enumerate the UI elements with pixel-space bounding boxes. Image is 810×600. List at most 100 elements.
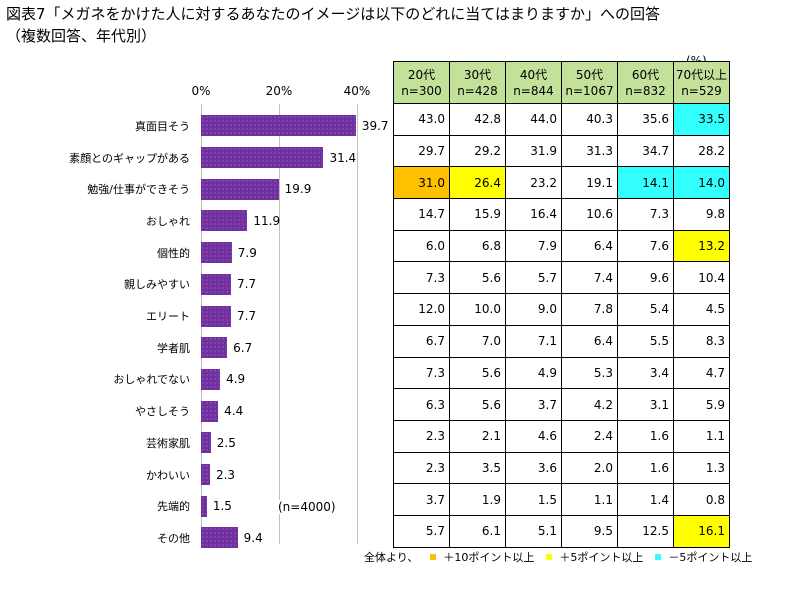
bar-value-label: 7.9	[237, 245, 257, 260]
legend-swatch	[546, 554, 553, 560]
table-cell: 3.6	[505, 451, 562, 485]
table-row: 7.3 5.6 4.9 5.3 3.4 4.7	[393, 356, 730, 390]
table-cell: 29.2	[449, 134, 506, 168]
bar-value-label: 9.4	[243, 530, 263, 545]
gridline	[357, 104, 358, 544]
bar-value-label: 4.9	[226, 372, 246, 387]
table-cell: 2.3	[393, 419, 450, 453]
table-cell: 7.3	[393, 356, 450, 390]
sample-size: n=844	[513, 83, 554, 98]
legend-label: ＋5ポイント以上	[559, 551, 644, 564]
sample-size: n=300	[401, 83, 442, 98]
bar	[201, 115, 356, 137]
category-label: 親しみやすい	[124, 278, 190, 292]
table-cell: 5.7	[393, 514, 450, 548]
table-cell: 3.1	[617, 388, 674, 421]
category-label: おしゃれでない	[113, 373, 190, 387]
table-cell: 31.9	[505, 134, 562, 168]
bar-value-label: 4.4	[224, 404, 244, 419]
table-cell: 5.4	[617, 293, 674, 326]
table-cell: 26.4	[449, 166, 506, 200]
sample-size: n=428	[457, 83, 498, 98]
bar	[201, 464, 210, 486]
table-cell: 28.2	[673, 134, 730, 168]
chart-subtitle: （複数回答、年代別）	[6, 27, 157, 45]
bar-value-label: 19.9	[284, 182, 312, 197]
table-cell: 4.9	[505, 356, 562, 390]
bar-value-label: 39.7	[361, 118, 389, 133]
table-cell: 14.1	[617, 166, 674, 200]
table-cell: 5.1	[505, 514, 562, 548]
table-cell: 4.5	[673, 293, 730, 326]
table-cell: 6.3	[393, 388, 450, 421]
bar-value-label: 1.5	[212, 499, 232, 514]
category-label: エリート	[146, 310, 190, 324]
table-cell: 12.0	[393, 293, 450, 326]
table-cell: 1.3	[673, 451, 730, 485]
table-cell: 15.9	[449, 198, 506, 231]
table-cell: 34.7	[617, 134, 674, 168]
table-cell: 7.0	[449, 324, 506, 358]
table-cell: 1.6	[617, 451, 674, 485]
table-cell: 6.0	[393, 229, 450, 263]
table-cell: 6.1	[449, 514, 506, 548]
table-cell: 3.7	[505, 388, 562, 421]
table-cell: 31.3	[561, 134, 618, 168]
bar	[201, 495, 207, 517]
bar	[201, 432, 211, 454]
age-group-label: 50代	[575, 67, 604, 82]
table-cell: 10.6	[561, 198, 618, 231]
category-label: やさしそう	[135, 405, 190, 419]
bar-value-label: 11.9	[253, 213, 281, 228]
table-cell: 2.0	[561, 451, 618, 485]
column-header: 50代 n=1067	[561, 61, 618, 104]
table-cell: 1.9	[449, 483, 506, 516]
bar	[201, 305, 232, 327]
column-header: 40代 n=844	[505, 61, 562, 104]
table-cell: 2.3	[393, 451, 450, 485]
table-cell: 10.0	[449, 293, 506, 326]
legend: 全体より、 ＋10ポイント以上 ＋5ポイント以上 －5ポイント以上	[364, 549, 752, 565]
table-cell: 2.1	[449, 419, 506, 453]
table-cell: 9.8	[673, 198, 730, 231]
table-cell: 14.7	[393, 198, 450, 231]
sample-size-label: (n=4000)	[276, 500, 338, 514]
table-cell: 1.1	[561, 483, 618, 516]
category-label: 個性的	[157, 246, 190, 260]
x-tick-label: 40%	[343, 84, 371, 98]
legend-label: －5ポイント以上	[668, 551, 753, 564]
table-cell: 1.6	[617, 419, 674, 453]
sample-size: n=832	[625, 83, 666, 98]
table-cell: 44.0	[505, 103, 562, 136]
table-cell: 6.8	[449, 229, 506, 263]
table-row: 3.7 1.9 1.5 1.1 1.4 0.8	[393, 483, 730, 516]
bar	[201, 368, 221, 390]
column-header: 30代 n=428	[449, 61, 506, 104]
legend-swatch	[655, 554, 662, 560]
bar	[201, 400, 219, 422]
table-row: 6.7 7.0 7.1 6.4 5.5 8.3	[393, 324, 730, 358]
table-cell: 13.2	[673, 229, 730, 263]
table-cell: 9.5	[561, 514, 618, 548]
table-cell: 4.2	[561, 388, 618, 421]
category-label: おしゃれ	[146, 214, 190, 228]
table-cell: 3.4	[617, 356, 674, 390]
table-row: 43.0 42.8 44.0 40.3 35.6 33.5	[393, 103, 730, 136]
chart-title: 図表7「メガネをかけた人に対するあなたのイメージは以下のどれに当てはまりますか」…	[6, 5, 660, 23]
table-cell: 31.0	[393, 166, 450, 200]
table-cell: 5.6	[449, 388, 506, 421]
category-label: その他	[157, 531, 190, 545]
table-cell: 4.7	[673, 356, 730, 390]
table-cell: 43.0	[393, 103, 450, 136]
table-cell: 7.9	[505, 229, 562, 263]
table-cell: 3.5	[449, 451, 506, 485]
bar-value-label: 2.3	[215, 467, 236, 482]
category-label: 先端的	[157, 500, 190, 514]
bar	[201, 242, 232, 264]
table-cell: 42.8	[449, 103, 506, 136]
bar	[201, 273, 232, 295]
table-header-row: 20代 n=300 30代 n=428 40代 n=844 50代 n=1067 60代 n=83…	[393, 61, 730, 104]
table-cell: 7.8	[561, 293, 618, 326]
table-row: 6.0 6.8 7.9 6.4 7.6 13.2	[393, 229, 730, 263]
table-cell: 4.6	[505, 419, 562, 453]
